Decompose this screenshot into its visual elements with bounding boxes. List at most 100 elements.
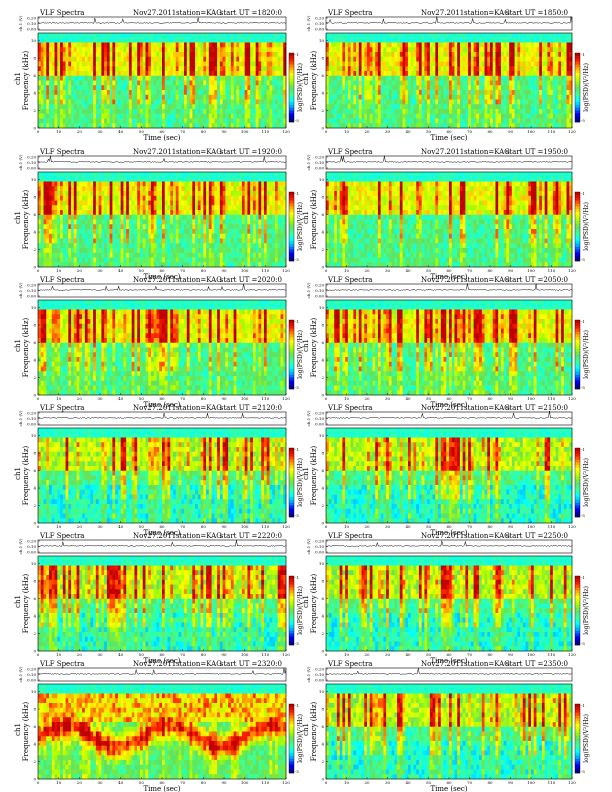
spectrogram-cell	[241, 52, 245, 58]
spectrogram-cell	[137, 99, 141, 105]
spectrogram-cell	[49, 37, 53, 43]
spectrogram-cell	[520, 37, 524, 43]
spectrogram-cell	[203, 80, 207, 86]
spectrogram-cell	[476, 80, 480, 86]
spectrogram-cell	[219, 52, 223, 58]
spectrogram-cell	[375, 123, 379, 129]
spectrogram-cell	[203, 214, 207, 220]
spectrogram-cell	[145, 42, 149, 48]
spectrogram-cell	[405, 113, 409, 119]
spectrogram-cell	[197, 219, 201, 225]
spectrogram-cell	[131, 99, 135, 105]
spectrogram-cell	[214, 104, 218, 110]
spectrogram-cell	[197, 214, 201, 220]
spectrogram-cell	[326, 37, 330, 43]
spectrogram-cell	[208, 229, 212, 235]
spectrogram-cell	[189, 52, 193, 58]
spectrogram-cell	[544, 104, 548, 110]
spectrogram-cell	[84, 186, 88, 192]
spectrogram-cell	[263, 181, 268, 187]
spectrogram-cell	[269, 172, 273, 178]
spectrogram-cell	[509, 123, 513, 129]
spectrogram-cell	[386, 80, 390, 86]
spectrogram-cell	[250, 33, 254, 39]
spectrogram-cell	[462, 85, 466, 91]
spectrogram-cell	[123, 47, 127, 53]
spectrogram-cell	[170, 109, 174, 115]
volt-tick-label: 0.10	[27, 160, 36, 165]
spectrogram-cell	[175, 176, 179, 182]
spectrogram-cell	[421, 56, 425, 62]
spectrogram-cell	[60, 37, 64, 43]
spectrogram-cell	[531, 61, 535, 67]
spectrogram-cell	[326, 75, 330, 81]
spectrogram-cell	[142, 94, 146, 100]
spectrogram-cell	[206, 85, 210, 91]
spectrogram-cell	[492, 42, 496, 48]
spectrogram-cell	[451, 47, 455, 53]
spectrogram-cell	[162, 71, 166, 77]
colorbar-step	[575, 104, 580, 108]
spectrogram-cell	[517, 33, 521, 39]
spectrogram-cell	[377, 90, 381, 96]
spectrogram-cell	[391, 37, 395, 43]
spectrogram-cell	[241, 85, 245, 91]
spectrogram-cell	[255, 195, 259, 201]
spectrogram-cell	[40, 181, 44, 187]
spectrogram-cell	[541, 37, 545, 43]
spectrogram-cell	[255, 113, 259, 119]
spectrogram-cell	[128, 118, 132, 124]
spectrogram-cell	[552, 113, 556, 119]
spectrogram-cell	[101, 66, 105, 72]
spectrogram-cell	[170, 66, 174, 72]
spectrogram-cell	[173, 205, 177, 211]
spectrogram-cell	[236, 94, 240, 100]
spectrogram-cell	[54, 85, 58, 91]
spectrogram-cell	[361, 90, 365, 96]
spectrogram-cell	[115, 85, 119, 91]
spectrogram-cell	[87, 109, 91, 115]
spectrogram-cell	[164, 71, 168, 77]
spectrogram-cell	[244, 66, 248, 72]
spectrogram-cell	[241, 80, 245, 86]
spectrogram-cell	[192, 94, 196, 100]
spectrogram-cell	[266, 99, 270, 105]
spectrogram-cell	[167, 94, 171, 100]
spectrogram-cell	[386, 123, 390, 129]
spectrogram-cell	[364, 113, 368, 119]
spectrogram-cell	[375, 71, 379, 77]
spectrogram-cell	[134, 191, 138, 197]
spectrogram-cell	[550, 109, 554, 115]
spectrogram-cell	[239, 37, 243, 43]
spectrogram-cell	[233, 37, 237, 43]
spectrogram-cell	[328, 33, 332, 39]
spectrogram-cell	[76, 176, 80, 182]
spectrogram-cell	[261, 104, 265, 110]
spectrogram-cell	[225, 33, 229, 39]
spectrogram-cell	[98, 176, 102, 182]
spectrogram-cell	[345, 75, 349, 81]
spectrogram-cell	[145, 85, 149, 91]
spectrogram-cell	[418, 85, 422, 91]
spectrogram-cell	[225, 66, 229, 72]
spectrogram-cell	[244, 47, 248, 53]
spectrogram-cell	[167, 47, 171, 53]
spectrogram-cell	[208, 200, 212, 206]
spectrogram-cell	[539, 61, 543, 67]
spectrogram-cell	[383, 56, 387, 62]
spectrogram-cell	[413, 33, 417, 39]
volt-tick-label: 0.00	[315, 26, 324, 31]
spectrogram-cell	[93, 80, 97, 86]
spectrogram-cell	[356, 42, 360, 48]
spectrogram-cell	[495, 47, 499, 53]
spectrogram-cell	[449, 109, 453, 115]
spectrogram-cell	[435, 61, 439, 67]
spectrogram-cell	[173, 195, 177, 201]
spectrogram-cell	[326, 33, 330, 39]
spectrogram-cell	[181, 61, 185, 67]
spectrogram-cell	[43, 75, 47, 81]
spectrogram-cell	[233, 71, 237, 77]
spectrogram-cell	[128, 33, 132, 39]
spectrogram-cell	[145, 210, 149, 216]
spectrogram-cell	[181, 75, 185, 81]
